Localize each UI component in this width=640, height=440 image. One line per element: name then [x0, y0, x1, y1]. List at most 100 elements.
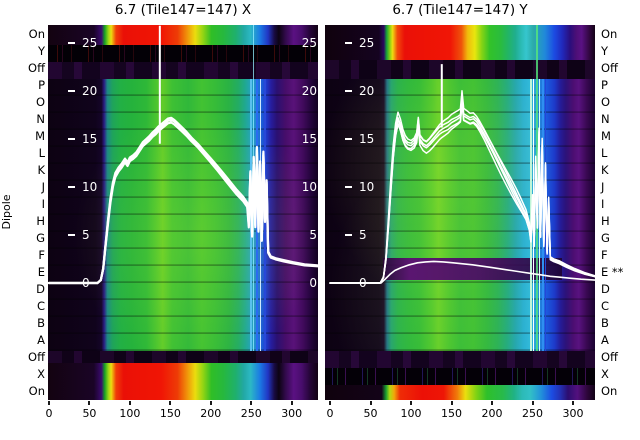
row-label-right: Off: [601, 60, 618, 75]
panel-title-y: 6.7 (Tile147=147) Y: [392, 2, 528, 18]
row-label-left: M: [35, 128, 45, 143]
inner-scale-value: 5: [359, 228, 367, 242]
inner-scale-value: 20: [82, 84, 98, 98]
x-tick: [250, 401, 253, 405]
flagged-dipole-e-strand: [329, 260, 595, 284]
heatmap-row-boundaries: [325, 79, 595, 351]
inner-scale-label-right: 20: [302, 84, 318, 98]
inner-scale-label-right: 5: [309, 228, 318, 242]
row-label-right: On: [601, 26, 618, 41]
heatmap-band-x-dark: [325, 368, 595, 385]
inner-scale-label-right: 0: [309, 276, 318, 290]
inner-scale-label: 10: [345, 180, 374, 194]
beam-power-x-strand: [48, 121, 318, 285]
x-tick-label: 250: [240, 407, 262, 420]
row-label-right: F: [601, 248, 608, 263]
inner-scale-tick: [345, 186, 352, 188]
row-label-left: C: [36, 299, 45, 314]
row-label-left: Off: [28, 350, 45, 365]
inner-scale-tick: [68, 234, 75, 236]
x-tick: [209, 401, 212, 405]
inner-scale-value: 15: [359, 132, 375, 146]
heatmap-body: [48, 79, 318, 351]
inner-scale-value: 5: [82, 228, 90, 242]
inner-scale-label-right: 10: [302, 180, 318, 194]
inner-scale-label: 5: [68, 228, 90, 242]
row-label-right: L: [601, 145, 608, 160]
inner-scale-value: 0: [359, 276, 367, 290]
row-label-left: H: [36, 214, 45, 229]
x-tick-label: 300: [562, 407, 584, 420]
heatmap-band-off-bottom: [325, 351, 595, 368]
row-label-right: Off: [601, 350, 618, 365]
inner-scale-label: 20: [345, 84, 374, 98]
beam-curve-y: [329, 64, 595, 284]
x-tick: [329, 401, 331, 405]
row-label-right: O: [601, 94, 611, 109]
row-label-right: X: [601, 367, 609, 382]
inner-scale-value: 15: [82, 132, 98, 146]
inner-scale-tick: [345, 42, 352, 44]
inner-scale-tick: [345, 282, 352, 284]
beam-power-y-strand: [329, 102, 595, 284]
row-label-left: J: [41, 179, 45, 194]
inner-scale-value: 0: [82, 276, 90, 290]
x-tick: [410, 401, 412, 405]
inner-scale-label: 25: [68, 36, 97, 50]
x-tick: [169, 401, 172, 405]
row-label-right: N: [601, 111, 610, 126]
row-label-right: H: [601, 214, 610, 229]
inner-scale-value: 5: [309, 228, 317, 242]
heatmap-band-on-bottom: [325, 385, 595, 400]
inner-scale-tick: [345, 234, 352, 236]
inner-scale-label: 15: [345, 132, 374, 146]
x-tick: [369, 401, 372, 405]
x-tick-label: 0: [45, 407, 53, 420]
row-label-right: K: [601, 162, 609, 177]
heatmap-row-boundaries: [48, 79, 318, 351]
row-label-right: Y: [601, 43, 609, 58]
row-label-right: B: [601, 316, 609, 331]
inner-scale-value: 20: [301, 84, 317, 98]
heatmap-band-y-dark: [48, 45, 318, 62]
row-label-right: G: [601, 231, 610, 246]
heatmap-band-off-top: [48, 62, 318, 79]
x-tick: [290, 401, 293, 405]
row-label-right: P: [601, 77, 608, 92]
row-label-right: J: [601, 179, 605, 194]
x-tick-label: 100: [400, 407, 422, 420]
inner-scale-label: 0: [345, 276, 367, 290]
x-tick: [128, 401, 131, 405]
inner-scale-value: 25: [82, 36, 98, 50]
inner-scale-label-right: 25: [302, 36, 318, 50]
inner-scale-label: 0: [68, 276, 90, 290]
inner-scale-value: 10: [359, 180, 375, 194]
inner-scale-tick: [345, 138, 352, 140]
x-tick: [48, 401, 50, 405]
inner-scale-value: 25: [301, 36, 317, 50]
row-label-left: B: [37, 316, 45, 331]
beam-curve-x: [48, 25, 318, 285]
x-tick: [572, 401, 574, 405]
x-tick-label: 0: [326, 407, 334, 420]
inner-scale-value: 20: [359, 84, 375, 98]
inner-scale-value: 10: [301, 180, 317, 194]
vertical-streak: [545, 79, 546, 351]
row-label-left: On: [28, 384, 45, 399]
inner-scale-tick: [345, 90, 352, 92]
inner-scale-label: 15: [68, 132, 97, 146]
inner-scale-label: 20: [68, 84, 97, 98]
x-tick-label: 150: [441, 407, 462, 420]
row-label-right: I: [601, 196, 605, 211]
x-tick-label: 200: [200, 407, 222, 420]
x-tick-label: 100: [119, 407, 141, 420]
x-tick: [450, 401, 453, 405]
inner-scale-label: 25: [345, 36, 374, 50]
row-label-left: Y: [37, 43, 45, 58]
heatmap-band-on-top: [48, 25, 318, 45]
row-label-left: X: [37, 367, 45, 382]
inner-scale-value: 25: [359, 36, 375, 50]
heatmap-band-off-top: [325, 60, 595, 79]
inner-scale-tick: [68, 186, 75, 188]
